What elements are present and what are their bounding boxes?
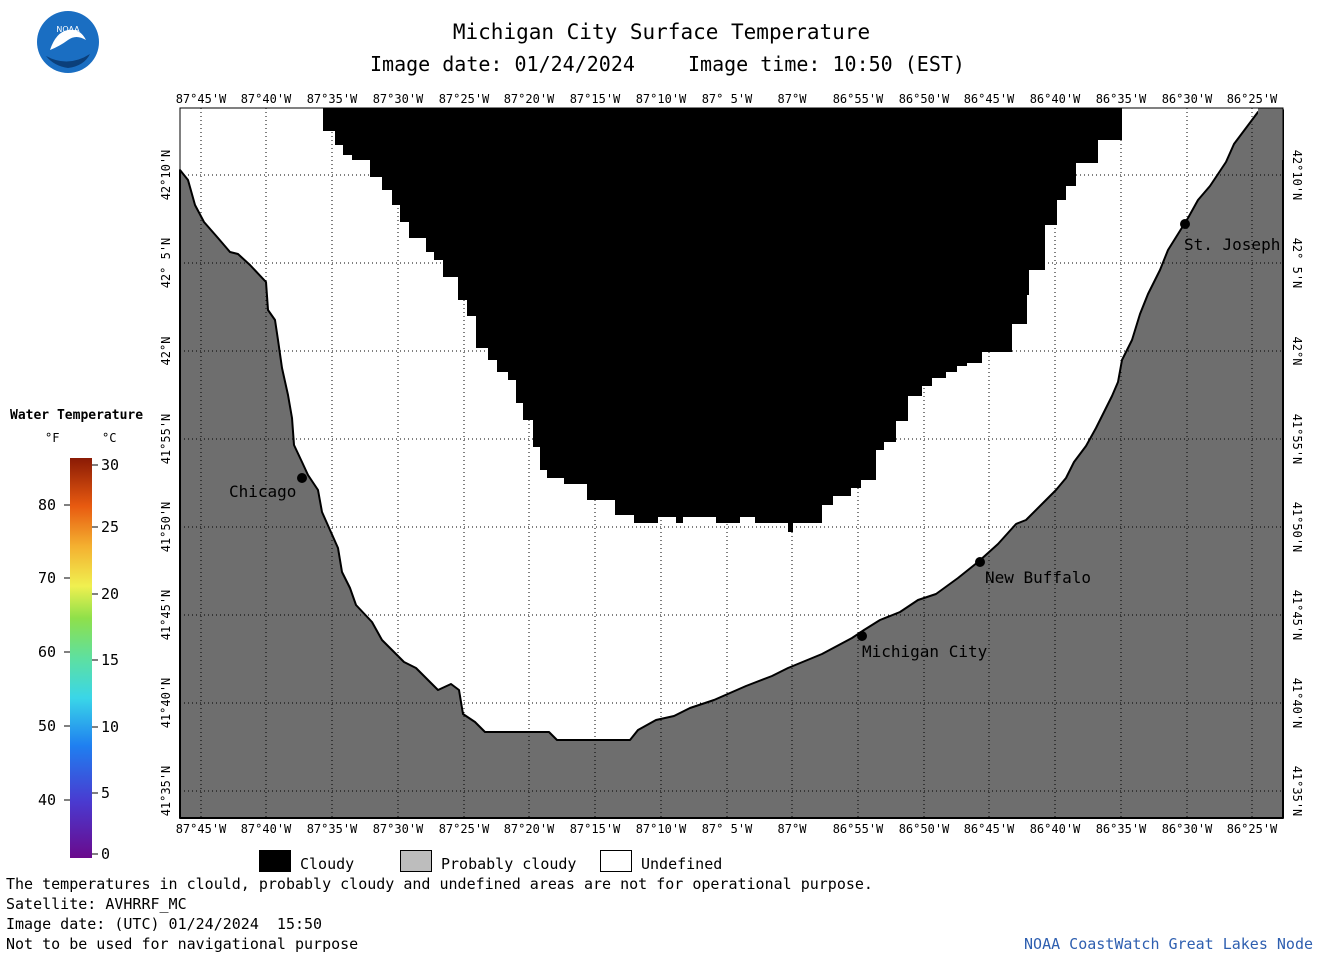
lon-label-top: 87°W xyxy=(777,92,807,106)
lon-label-top: 86°35'W xyxy=(1095,92,1147,106)
colorbar-ticks xyxy=(64,464,98,855)
lon-label-bottom: 87°15'W xyxy=(569,822,621,836)
c-tick-10: 10 xyxy=(101,718,120,736)
key-probably-cloudy-swatch xyxy=(400,850,432,872)
footer-utc-date: Image date: (UTC) 01/24/2024 15:50 xyxy=(6,915,323,933)
lon-label-bottom: 86°50'W xyxy=(898,822,950,836)
land-west xyxy=(179,109,1284,819)
lat-label-right: 42°N xyxy=(1290,336,1304,366)
lon-label-bottom: 87°30'W xyxy=(372,822,424,836)
key-undefined-label: Undefined xyxy=(641,855,723,873)
c-tick-30: 30 xyxy=(101,456,120,474)
c-tick-0: 0 xyxy=(101,845,111,863)
temperature-colorbar xyxy=(70,458,92,858)
lon-label-bottom: 87°40'W xyxy=(240,822,292,836)
lon-label-top: 86°55'W xyxy=(832,92,884,106)
lat-label-left: 41°35'N xyxy=(159,765,173,817)
lon-label-top: 87° 5'W xyxy=(701,92,753,106)
lon-label-bottom: 87° 5'W xyxy=(701,822,753,836)
lon-label-top: 86°50'W xyxy=(898,92,950,106)
legend-unit-c: °C xyxy=(102,431,117,445)
lat-label-right: 41°40'N xyxy=(1290,677,1304,729)
f-tick-80: 80 xyxy=(38,496,57,514)
c-tick-15: 15 xyxy=(101,651,120,669)
city-label-st-joseph: St. Joseph xyxy=(1184,235,1281,254)
map-frame xyxy=(179,107,1284,819)
lat-label-right: 41°35'N xyxy=(1290,765,1304,817)
lon-label-top: 87°15'W xyxy=(569,92,621,106)
lat-label-left: 42°10'N xyxy=(159,149,173,201)
footer-credit: NOAA CoastWatch Great Lakes Node xyxy=(1024,935,1313,953)
lon-label-top: 86°40'W xyxy=(1029,92,1081,106)
map-title: Michigan City Surface Temperature xyxy=(452,20,871,44)
city-label-chicago: Chicago xyxy=(229,482,297,501)
c-tick-5: 5 xyxy=(101,784,111,802)
lon-label-top: 87°30'W xyxy=(372,92,424,106)
c-tick-20: 20 xyxy=(101,585,120,603)
lon-label-bottom: 87°25'W xyxy=(438,822,490,836)
lat-label-left: 41°50'N xyxy=(159,501,173,553)
lon-label-top: 87°25'W xyxy=(438,92,490,106)
new-buffalo-marker xyxy=(975,557,985,567)
lon-label-bottom: 86°25'W xyxy=(1226,822,1278,836)
lon-label-top: 87°20'W xyxy=(503,92,555,106)
cloud-region xyxy=(323,108,1122,532)
lon-label-bottom: 87°45'W xyxy=(175,822,227,836)
f-tick-60: 60 xyxy=(38,643,57,661)
footer-note: The temperatures in clould, probably clo… xyxy=(6,875,873,893)
footer-satellite: Satellite: AVHRRF_MC xyxy=(6,895,187,913)
lon-label-bottom: 86°40'W xyxy=(1029,822,1081,836)
key-undefined-swatch xyxy=(600,850,632,872)
legend-unit-f: °F xyxy=(45,431,60,445)
lat-label-right: 41°55'N xyxy=(1290,413,1304,465)
lon-label-top: 87°40'W xyxy=(240,92,292,106)
chicago-marker xyxy=(297,473,307,483)
lon-label-top: 87°10'W xyxy=(635,92,687,106)
f-tick-40: 40 xyxy=(38,791,57,809)
lon-label-bottom: 87°10'W xyxy=(635,822,687,836)
lat-label-right: 42° 5'N xyxy=(1290,237,1304,289)
lat-label-left: 41°45'N xyxy=(159,589,173,641)
lat-label-right: 41°50'N xyxy=(1290,501,1304,553)
lat-label-left: 41°55'N xyxy=(159,413,173,465)
lon-label-top: 86°45'W xyxy=(963,92,1015,106)
st-joseph-marker xyxy=(1180,219,1190,229)
f-tick-50: 50 xyxy=(38,717,57,735)
lon-label-bottom: 86°55'W xyxy=(832,822,884,836)
lon-label-bottom: 87°20'W xyxy=(503,822,555,836)
key-cloudy-label: Cloudy xyxy=(300,855,355,873)
michigan-city-marker xyxy=(857,631,867,641)
land-east xyxy=(1258,108,1283,160)
footer-nav-warning: Not to be used for navigational purpose xyxy=(6,935,359,953)
lat-label-left: 42° 5'N xyxy=(159,237,173,289)
lon-label-bottom: 87°W xyxy=(777,822,807,836)
lat-label-left: 42°N xyxy=(159,336,173,366)
lon-label-top: 86°25'W xyxy=(1226,92,1278,106)
f-tick-70: 70 xyxy=(38,569,57,587)
lon-label-bottom: 86°45'W xyxy=(963,822,1015,836)
c-tick-25: 25 xyxy=(101,518,120,536)
key-probably-cloudy-label: Probably cloudy xyxy=(441,855,577,873)
lon-label-top: 87°45'W xyxy=(175,92,227,106)
logo-text: NOAA xyxy=(56,25,80,34)
legend-title: Water Temperature xyxy=(10,408,144,423)
city-label-new-buffalo: New Buffalo xyxy=(985,568,1091,587)
noaa-logo: NOAA xyxy=(37,11,99,73)
lat-label-left: 41°40'N xyxy=(159,677,173,729)
lat-label-right: 41°45'N xyxy=(1290,589,1304,641)
city-label-michigan-city: Michigan City xyxy=(862,642,988,661)
lon-label-bottom: 87°35'W xyxy=(306,822,358,836)
image-date: Image date: 01/24/2024 xyxy=(370,52,635,76)
lat-label-right: 42°10'N xyxy=(1290,149,1304,201)
lon-label-top: 86°30'W xyxy=(1161,92,1213,106)
lon-label-top: 87°35'W xyxy=(306,92,358,106)
lon-label-bottom: 86°30'W xyxy=(1161,822,1213,836)
key-cloudy-swatch xyxy=(259,850,291,872)
lon-label-bottom: 86°35'W xyxy=(1095,822,1147,836)
image-time: Image time: 10:50 (EST) xyxy=(688,52,965,76)
